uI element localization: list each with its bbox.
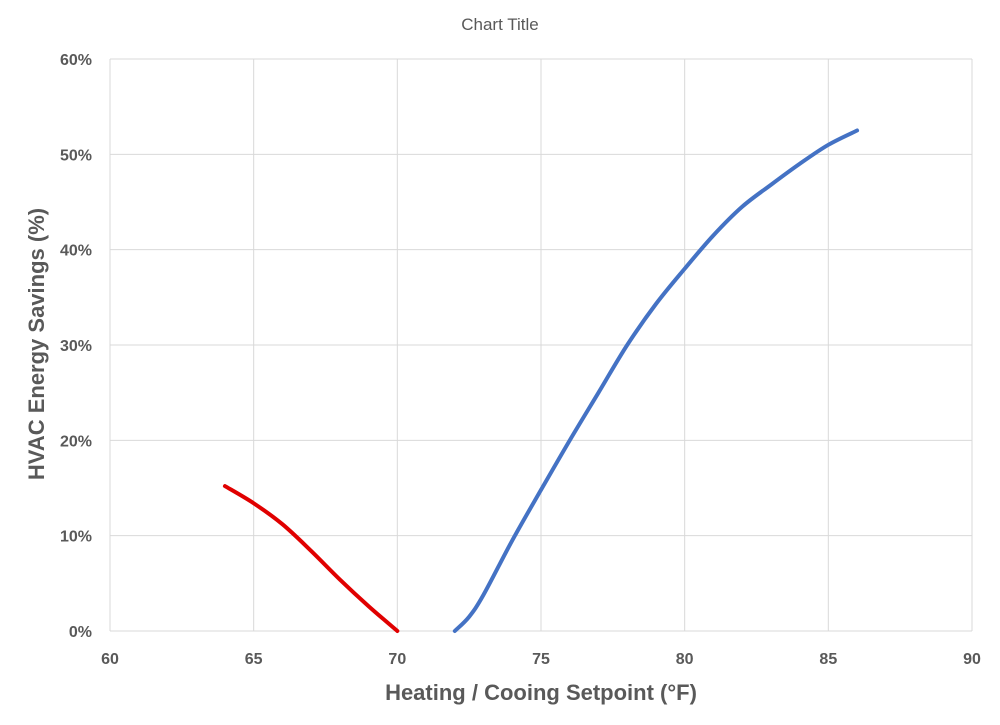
x-tick-label: 65 (245, 651, 263, 668)
y-tick-label: 60% (60, 52, 92, 69)
x-tick-label: 75 (532, 651, 550, 668)
y-axis-title: HVAC Energy Savings (%) (24, 208, 49, 480)
tick-labels: 0% 10% 20% 30% 40% 50% 60% 60 65 70 75 80 85 90 (60, 52, 981, 668)
y-tick-label: 30% (60, 338, 92, 355)
y-tick-label: 40% (60, 243, 92, 260)
x-tick-label: 70 (388, 651, 406, 668)
y-tick-label: 0% (69, 624, 92, 641)
y-tick-label: 10% (60, 529, 92, 546)
x-tick-label: 60 (101, 651, 119, 668)
y-tick-label: 50% (60, 147, 92, 164)
y-tick-label: 20% (60, 433, 92, 450)
chart-title: Chart Title (461, 15, 538, 34)
x-tick-label: 80 (676, 651, 694, 668)
cooling-series-line (452, 128, 860, 633)
x-axis-title: Heating / Cooing Setpoint (°F) (385, 680, 697, 705)
x-tick-label: 90 (963, 651, 981, 668)
series-layer (222, 128, 860, 633)
heating-series-line (222, 484, 400, 633)
x-tick-label: 85 (819, 651, 837, 668)
gridlines (109, 58, 973, 632)
